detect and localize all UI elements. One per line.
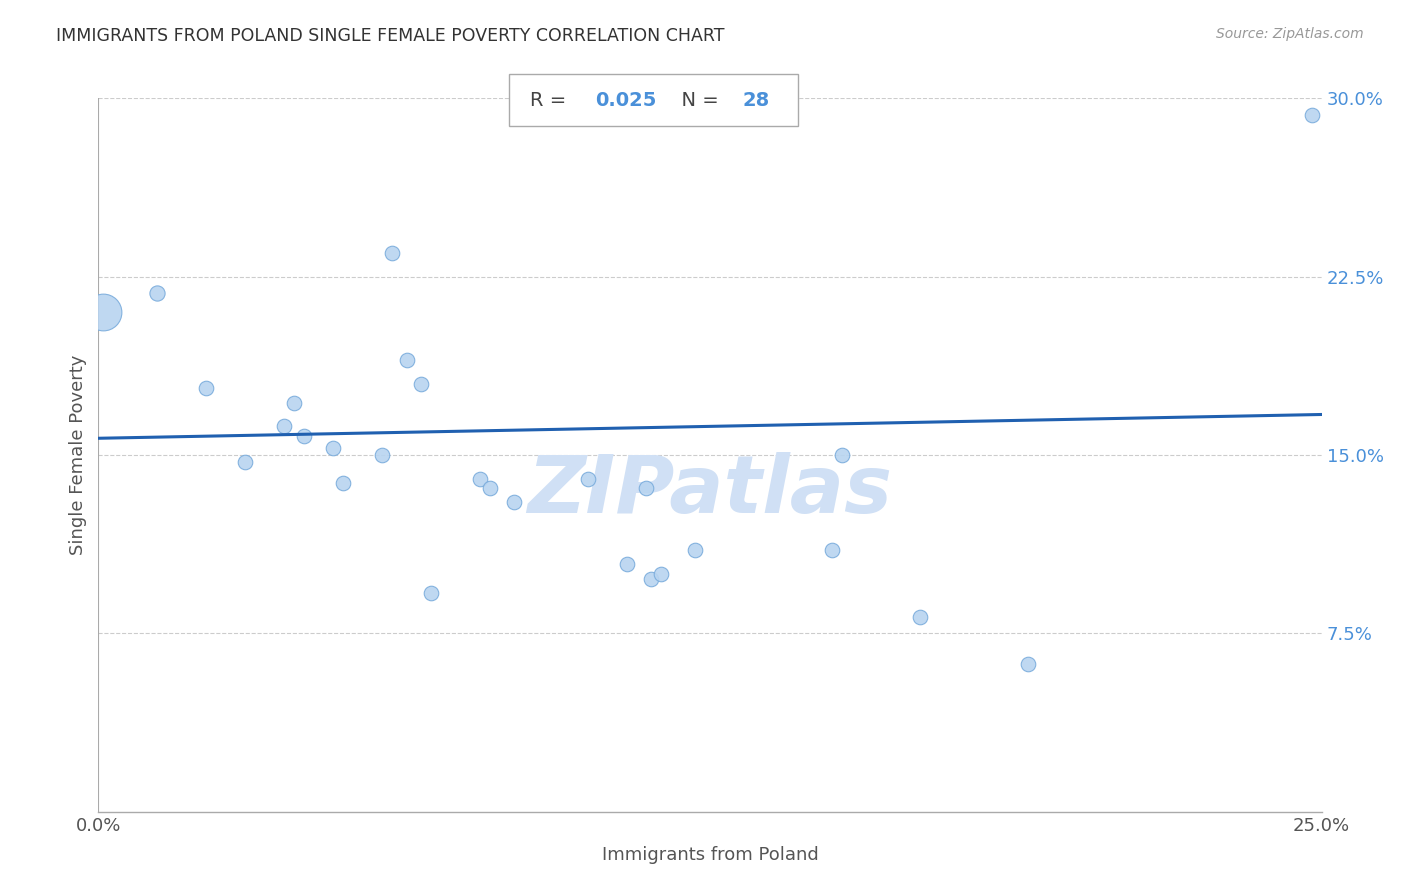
Text: N =: N = [669, 91, 724, 110]
Point [395, 352, 418, 367]
Point [1301, 108, 1323, 122]
Point [1017, 657, 1039, 672]
FancyBboxPatch shape [509, 74, 799, 127]
Point [91, 305, 114, 319]
Point [503, 495, 526, 509]
Point [283, 395, 305, 409]
Point [420, 586, 443, 600]
Point [831, 448, 853, 462]
Point [332, 476, 354, 491]
Text: IMMIGRANTS FROM POLAND SINGLE FEMALE POVERTY CORRELATION CHART: IMMIGRANTS FROM POLAND SINGLE FEMALE POV… [56, 27, 724, 45]
Point [636, 481, 658, 495]
Y-axis label: Single Female Poverty: Single Female Poverty [69, 355, 87, 555]
Point [292, 429, 315, 443]
Point [576, 472, 599, 486]
Point [478, 481, 501, 495]
Text: ZIPatlas: ZIPatlas [527, 451, 893, 530]
Point [146, 286, 169, 301]
Point [371, 448, 394, 462]
Point [381, 245, 404, 260]
Text: 28: 28 [742, 91, 769, 110]
Point [322, 441, 344, 455]
Point [468, 472, 491, 486]
Point [650, 566, 672, 581]
Point [616, 558, 638, 572]
Point [233, 455, 256, 469]
Point [910, 609, 932, 624]
Point [685, 543, 707, 558]
Text: 0.025: 0.025 [595, 91, 657, 110]
X-axis label: Immigrants from Poland: Immigrants from Poland [602, 846, 818, 863]
Point [640, 572, 662, 586]
Point [821, 543, 844, 558]
Point [273, 419, 295, 434]
Text: Source: ZipAtlas.com: Source: ZipAtlas.com [1216, 27, 1364, 41]
Text: R =: R = [530, 91, 572, 110]
Point [195, 381, 218, 395]
Point [411, 376, 433, 391]
